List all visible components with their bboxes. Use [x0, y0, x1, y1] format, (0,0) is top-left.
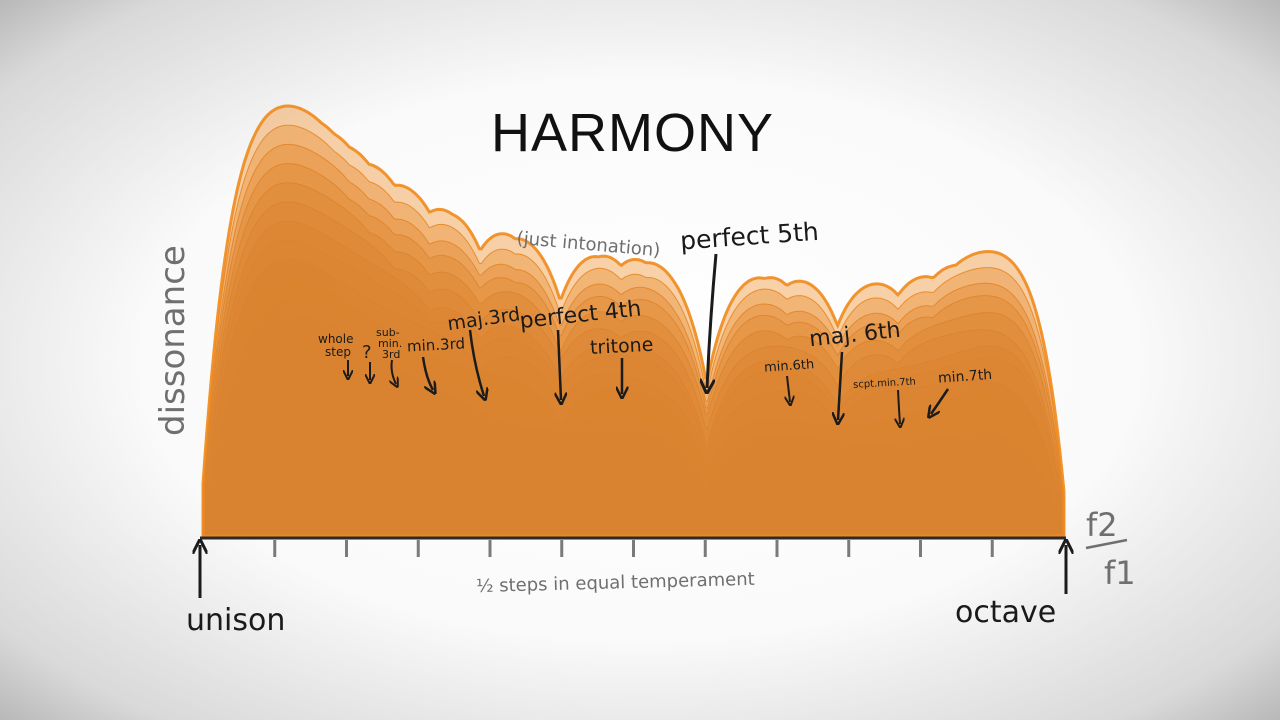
whole-step-label-2: step: [325, 345, 351, 359]
maj6-arrow: [838, 351, 842, 420]
min6-label: min.6th: [764, 357, 815, 375]
ratio-bar: [1085, 538, 1128, 550]
submin3-label-2: min.: [378, 337, 402, 350]
y-axis-label: dissonance: [153, 245, 193, 436]
min3-arrow: [421, 356, 433, 390]
dissonance-layer-8: [202, 220, 1065, 537]
dissonance-layer-13: [202, 124, 1065, 537]
perfect4-arrow: [558, 329, 561, 400]
min7-label: min.7th: [938, 367, 993, 387]
perfect5-label: perfect 5th: [679, 217, 819, 256]
dissonance-layer-2: [202, 335, 1065, 537]
min3-label: min.3rd: [407, 334, 466, 355]
dissonance-layer-5: [202, 278, 1065, 537]
min6-arrow: [787, 375, 790, 402]
min7-arrow: [931, 388, 950, 414]
unison-label: unison: [186, 603, 285, 638]
ratio-denominator: f1: [1104, 554, 1136, 592]
submin3-label-1: sub-: [376, 326, 400, 339]
tritone-label: tritone: [589, 334, 653, 359]
semitone-ticks: [273, 540, 994, 557]
dissonance-layer-4: [202, 297, 1065, 537]
dissonance-layer-10: [202, 182, 1065, 537]
dissonance-layer-9: [202, 201, 1065, 537]
submin3-arrow: [392, 359, 397, 384]
dissonance-layer-12: [202, 143, 1065, 537]
dissonance-curve-layers: [201, 104, 1066, 538]
sept-min7-label: scpt.min.7th: [853, 377, 916, 391]
dissonance-layer-3: [202, 316, 1065, 537]
dissonance-layer-7: [202, 239, 1065, 537]
submin3-label-3: 3rd: [382, 348, 400, 361]
dissonance-layer-6: [202, 259, 1065, 537]
dissonance-layer-11: [202, 163, 1065, 537]
chart-title: HARMONY: [490, 103, 774, 163]
x-axis-label: ½ steps in equal temperament: [476, 569, 755, 597]
dissonance-layer-14: [201, 104, 1066, 538]
whole-step-label-1: whole: [318, 332, 353, 346]
octave-label: octave: [955, 595, 1056, 630]
unknown-interval-label: ?: [362, 342, 372, 363]
sept-min7-arrow: [898, 389, 900, 424]
ratio-numerator: f2: [1086, 506, 1118, 544]
perfect5-arrow: [707, 253, 718, 388]
dissonance-layer-1: [202, 354, 1065, 537]
maj3-arrow: [468, 329, 484, 396]
